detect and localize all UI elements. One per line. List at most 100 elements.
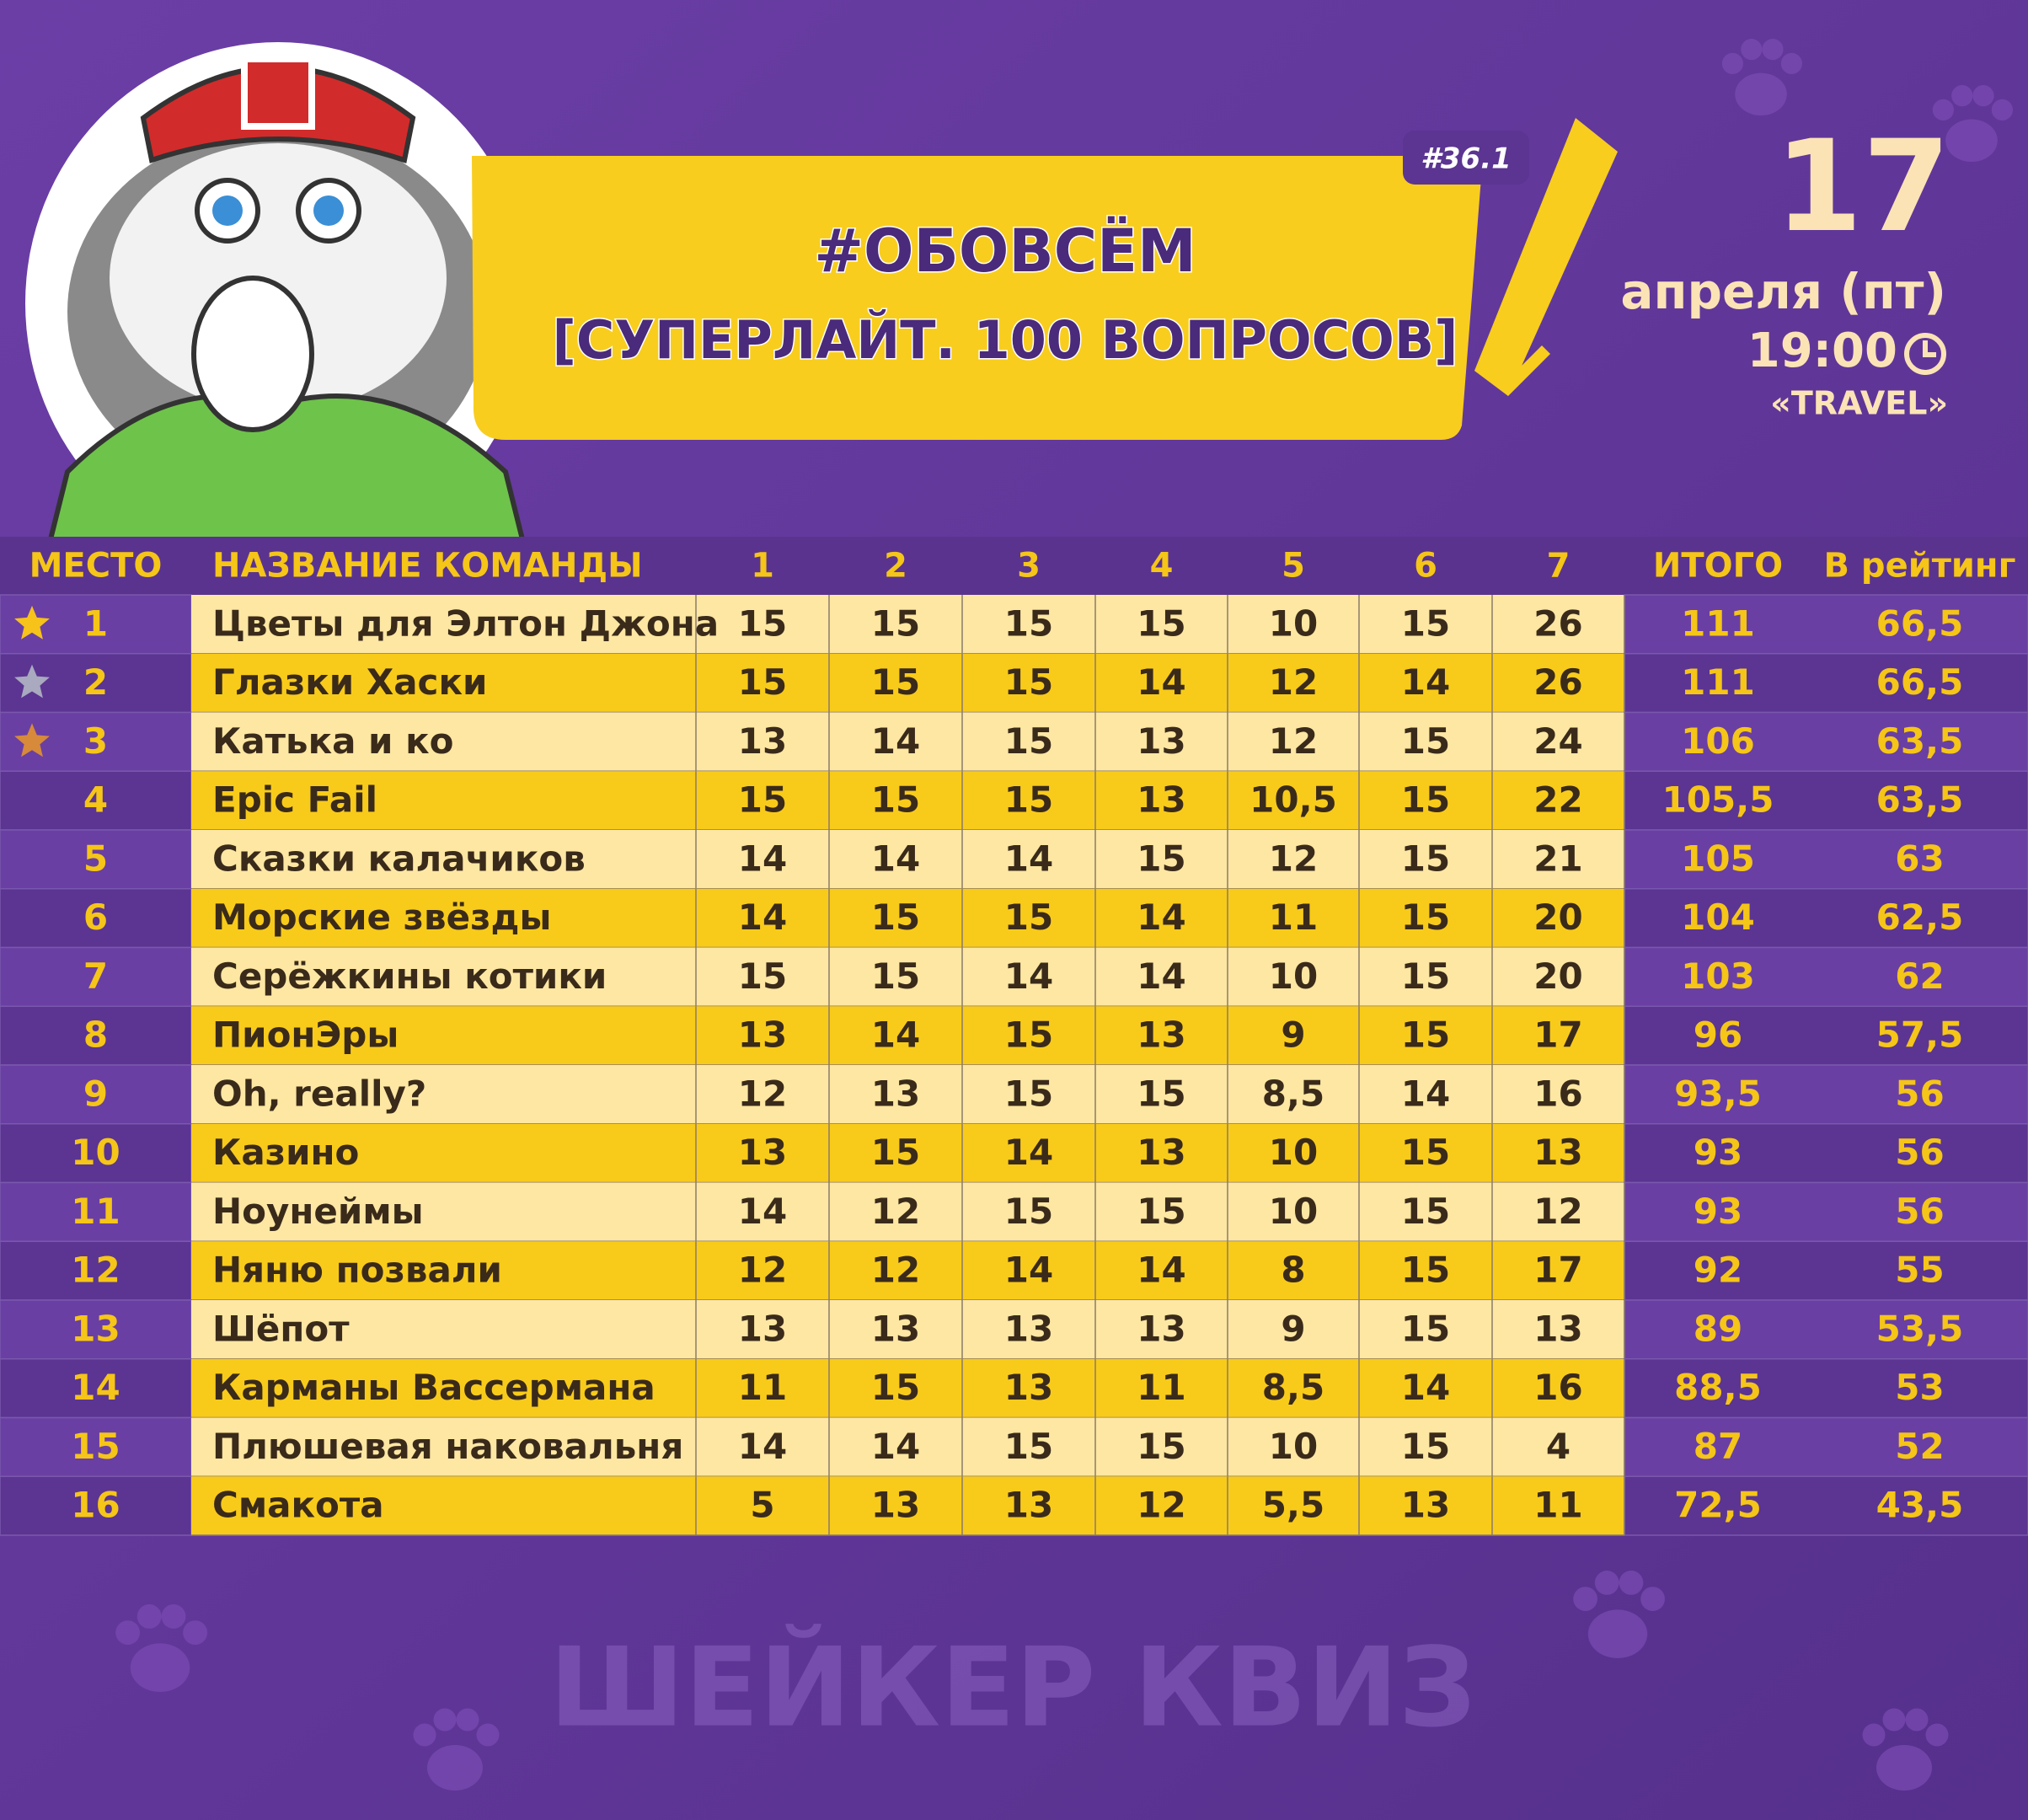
total-cell: 111: [1681, 661, 1755, 703]
row-tail: [1624, 1064, 2028, 1125]
row-tail: [1624, 770, 2028, 831]
row-tail: [1624, 1005, 2028, 1066]
score-cell: 15: [1401, 1308, 1450, 1349]
score-cell: 13: [871, 1485, 920, 1526]
score-cell: 15: [1004, 1191, 1053, 1232]
total-cell: 63: [1895, 838, 1944, 879]
place: 4: [83, 779, 108, 821]
row-body: [191, 1006, 1624, 1065]
score-cell: 26: [1533, 602, 1582, 644]
team-name: Серёжкины котики: [212, 956, 607, 997]
score-cell: 22: [1533, 779, 1582, 821]
event-day: 17: [1774, 114, 1950, 260]
row-side: [0, 770, 192, 831]
place: 16: [71, 1485, 120, 1526]
team-name: Oh, really?: [212, 1073, 426, 1114]
row-tail: [1624, 946, 2028, 1007]
score-cell: 8: [1281, 1250, 1305, 1291]
event-date: апреля (пт): [1620, 263, 1946, 320]
score-cell: 14: [1401, 661, 1450, 703]
score-cell: 9: [1281, 1014, 1305, 1056]
team-name: Смакота: [212, 1485, 384, 1526]
place: 5: [83, 838, 108, 879]
score-cell: 15: [1004, 897, 1053, 938]
team-name: Карманы Вассермана: [212, 1367, 655, 1408]
place: 15: [71, 1426, 120, 1467]
score-cell: 26: [1533, 661, 1582, 703]
score-cell: 10: [1269, 1132, 1318, 1173]
score-cell: 20: [1533, 897, 1582, 938]
score-cell: 14: [1401, 1073, 1450, 1114]
column-header: НАЗВАНИЕ КОМАНДЫ: [212, 547, 643, 586]
score-cell: 13: [1533, 1132, 1582, 1173]
score-cell: 14: [1137, 897, 1185, 938]
brand: ШЕЙКЕР КВИЗ: [549, 1624, 1476, 1752]
score-cell: 14: [871, 838, 920, 879]
team-name: Няню позвали: [212, 1250, 502, 1291]
score-cell: 17: [1533, 1250, 1582, 1291]
total-cell: 72,5: [1674, 1485, 1762, 1526]
score-cell: 15: [871, 956, 920, 997]
title-banner: #36.1 #ОБОВСЁМ [СУПЕРЛАЙТ. 100 ВОПРОСОВ]: [472, 118, 1618, 440]
row-tail: [1624, 594, 2028, 655]
score-cell: 14: [1004, 956, 1053, 997]
row-tail: [1624, 1240, 2028, 1301]
score-cell: 15: [1401, 1014, 1450, 1056]
score-cell: 10: [1269, 602, 1318, 644]
row-tail: [1624, 1416, 2028, 1477]
row-body: [191, 830, 1624, 889]
row-body: [191, 1241, 1624, 1300]
row-body: [191, 888, 1624, 948]
team-name: Глазки Хаски: [212, 661, 487, 703]
row-body: [191, 1417, 1624, 1477]
team-name: ПионЭры: [212, 1014, 399, 1056]
score-cell: 10: [1269, 956, 1318, 997]
place: 14: [71, 1367, 120, 1408]
total-cell: 55: [1895, 1250, 1944, 1291]
row-tail: [1624, 1358, 2028, 1419]
score-cell: 15: [871, 661, 920, 703]
clock-icon: [1904, 333, 1946, 375]
score-cell: 15: [738, 661, 787, 703]
row-body: [191, 947, 1624, 1007]
total-cell: 96: [1694, 1014, 1742, 1056]
place: 13: [71, 1308, 120, 1349]
score-cell: 14: [871, 1426, 920, 1467]
total-cell: 111: [1681, 602, 1755, 644]
score-cell: 15: [1004, 661, 1053, 703]
total-cell: 53: [1895, 1367, 1944, 1408]
row-side: [0, 1475, 192, 1536]
place: 12: [71, 1250, 120, 1291]
score-cell: 14: [1401, 1367, 1450, 1408]
place: 6: [83, 897, 108, 938]
column-header: 3: [1017, 547, 1041, 586]
total-cell: 93,5: [1674, 1073, 1762, 1114]
score-cell: 15: [1401, 1426, 1450, 1467]
row-tail: [1624, 1181, 2028, 1242]
score-cell: 16: [1533, 1367, 1582, 1408]
row-tail: [1624, 1299, 2028, 1360]
row-body: [191, 653, 1624, 713]
place: 10: [71, 1132, 120, 1173]
medal-star: [14, 664, 50, 699]
score-cell: 14: [871, 720, 920, 762]
score-cell: 15: [871, 1132, 920, 1173]
score-cell: 13: [1137, 1014, 1185, 1056]
column-header: 6: [1414, 547, 1437, 586]
score-cell: 15: [1004, 720, 1053, 762]
total-cell: 66,5: [1876, 602, 1964, 644]
column-header: 4: [1150, 547, 1174, 586]
row-tail: [1624, 829, 2028, 890]
total-cell: 105: [1681, 838, 1755, 879]
column-header: ИТОГО: [1653, 547, 1783, 586]
score-cell: 12: [871, 1250, 920, 1291]
score-cell: 15: [1401, 956, 1450, 997]
row-side: [0, 1181, 192, 1242]
row-body: [191, 1300, 1624, 1359]
score-cell: 13: [1401, 1485, 1450, 1526]
score-cell: 15: [1004, 779, 1053, 821]
score-cell: 15: [1004, 1014, 1053, 1056]
score-cell: 13: [738, 1132, 787, 1173]
score-cell: 20: [1533, 956, 1582, 997]
